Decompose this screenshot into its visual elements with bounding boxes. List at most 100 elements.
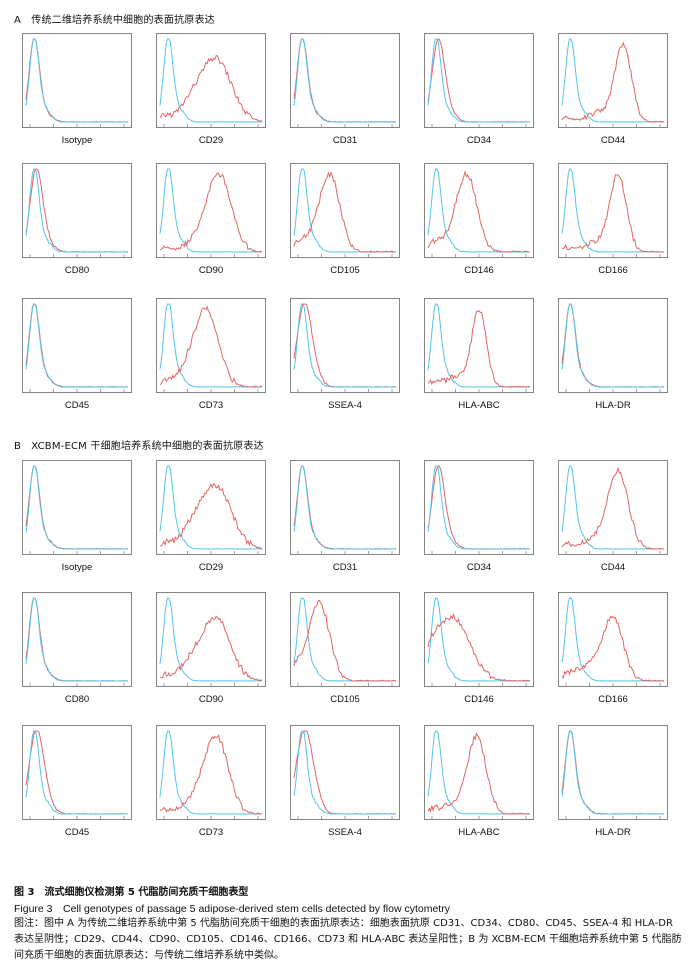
panel-label: CD29 bbox=[198, 135, 224, 146]
plot-frame bbox=[290, 460, 400, 555]
plot-frame bbox=[22, 298, 132, 393]
histogram-chart bbox=[424, 460, 534, 555]
panel-label: CD45 bbox=[64, 827, 90, 838]
plot-frame bbox=[558, 163, 668, 258]
panel-label: CD166 bbox=[598, 694, 628, 705]
isotype-curve bbox=[293, 465, 396, 550]
plot-frame bbox=[156, 163, 266, 258]
histogram-chart bbox=[156, 163, 266, 258]
panel-label: HLA-ABC bbox=[458, 827, 500, 838]
panel-label: CD73 bbox=[198, 827, 224, 838]
isotype-curve bbox=[427, 168, 530, 253]
histogram-panel: CD90 bbox=[156, 163, 266, 285]
antigen-curve bbox=[25, 38, 128, 123]
isotype-curve bbox=[561, 38, 665, 123]
panel-label: CD80 bbox=[64, 694, 90, 705]
isotype-curve bbox=[159, 168, 262, 253]
histogram-chart bbox=[156, 298, 266, 393]
antigen-curve bbox=[25, 465, 129, 550]
histogram-panel: HLA-DR bbox=[558, 298, 668, 420]
isotype-curve bbox=[25, 38, 129, 123]
isotype-curve bbox=[561, 730, 665, 815]
panel-label: Isotype bbox=[61, 135, 93, 146]
histogram-panel: CD29 bbox=[156, 33, 266, 155]
panel-label: CD31 bbox=[332, 135, 358, 146]
panel-label: SSEA-4 bbox=[328, 400, 362, 411]
histogram-panel: CD73 bbox=[156, 298, 266, 420]
plot-frame bbox=[424, 460, 534, 555]
histogram-panel: CD73 bbox=[156, 725, 266, 847]
isotype-curve bbox=[427, 597, 531, 682]
antigen-curve bbox=[293, 730, 397, 815]
antigen-curve bbox=[427, 732, 530, 815]
histogram-chart bbox=[558, 33, 668, 128]
isotype-curve bbox=[293, 303, 397, 388]
panel-label: CD44 bbox=[600, 135, 626, 146]
isotype-curve bbox=[293, 168, 396, 253]
plot-frame bbox=[290, 163, 400, 258]
panel-label: CD80 bbox=[64, 265, 90, 276]
isotype-curve bbox=[25, 168, 129, 253]
histogram-chart bbox=[558, 725, 668, 820]
histogram-panel: CD105 bbox=[290, 592, 400, 714]
isotype-curve bbox=[427, 465, 531, 550]
antigen-curve bbox=[159, 483, 263, 550]
antigen-curve bbox=[25, 168, 128, 253]
antigen-curve bbox=[561, 41, 665, 123]
histogram-chart bbox=[558, 592, 668, 687]
antigen-curve bbox=[159, 734, 262, 815]
histogram-chart bbox=[290, 725, 400, 820]
histogram-chart bbox=[22, 163, 132, 258]
panel-label: HLA-ABC bbox=[458, 400, 500, 411]
histogram-chart bbox=[424, 163, 534, 258]
histogram-panel: SSEA-4 bbox=[290, 298, 400, 420]
panel-label: CD146 bbox=[464, 265, 494, 276]
histogram-panel: CD45 bbox=[22, 298, 132, 420]
figure-title-cn: 图 3 流式细胞仪检测第 5 代脂肪间充质干细胞表型 bbox=[14, 887, 249, 898]
histogram-chart bbox=[424, 592, 534, 687]
plot-frame bbox=[558, 298, 668, 393]
histogram-chart bbox=[290, 460, 400, 555]
plot-frame bbox=[424, 298, 534, 393]
histogram-panel: CD44 bbox=[558, 33, 668, 155]
histogram-panel: HLA-ABC bbox=[424, 725, 534, 847]
histogram-chart bbox=[22, 298, 132, 393]
histogram-chart bbox=[156, 33, 266, 128]
isotype-curve bbox=[25, 465, 128, 550]
section-a-title: A 传统二维培养系统中细胞的表面抗原表达 bbox=[14, 15, 215, 26]
antigen-curve bbox=[427, 465, 531, 550]
isotype-curve bbox=[561, 168, 665, 253]
plot-frame bbox=[558, 33, 668, 128]
isotype-curve bbox=[427, 38, 530, 123]
histogram-panel: Isotype bbox=[22, 33, 132, 155]
antigen-curve bbox=[159, 305, 263, 388]
antigen-curve bbox=[25, 730, 129, 815]
antigen-curve bbox=[159, 55, 263, 123]
antigen-curve bbox=[293, 38, 396, 123]
histogram-panel: CD105 bbox=[290, 163, 400, 285]
histogram-chart bbox=[22, 33, 132, 128]
plot-frame bbox=[290, 33, 400, 128]
histogram-chart bbox=[22, 592, 132, 687]
histogram-panel: Isotype bbox=[22, 460, 132, 582]
isotype-curve bbox=[159, 597, 263, 682]
isotype-curve bbox=[293, 597, 397, 682]
plot-frame bbox=[156, 460, 266, 555]
histogram-chart bbox=[156, 592, 266, 687]
plot-frame bbox=[290, 298, 400, 393]
panel-label: CD90 bbox=[198, 694, 224, 705]
plot-frame bbox=[22, 33, 132, 128]
plot-frame bbox=[290, 592, 400, 687]
histogram-chart bbox=[290, 592, 400, 687]
histogram-panel: CD31 bbox=[290, 460, 400, 582]
plot-frame bbox=[156, 33, 266, 128]
histogram-panel: HLA-DR bbox=[558, 725, 668, 847]
plot-frame bbox=[22, 592, 132, 687]
histogram-panel: SSEA-4 bbox=[290, 725, 400, 847]
antigen-curve bbox=[427, 612, 531, 682]
plot-frame bbox=[290, 725, 400, 820]
histogram-chart bbox=[290, 298, 400, 393]
histogram-panel: CD166 bbox=[558, 592, 668, 714]
histogram-chart bbox=[424, 725, 534, 820]
histogram-panel: CD31 bbox=[290, 33, 400, 155]
